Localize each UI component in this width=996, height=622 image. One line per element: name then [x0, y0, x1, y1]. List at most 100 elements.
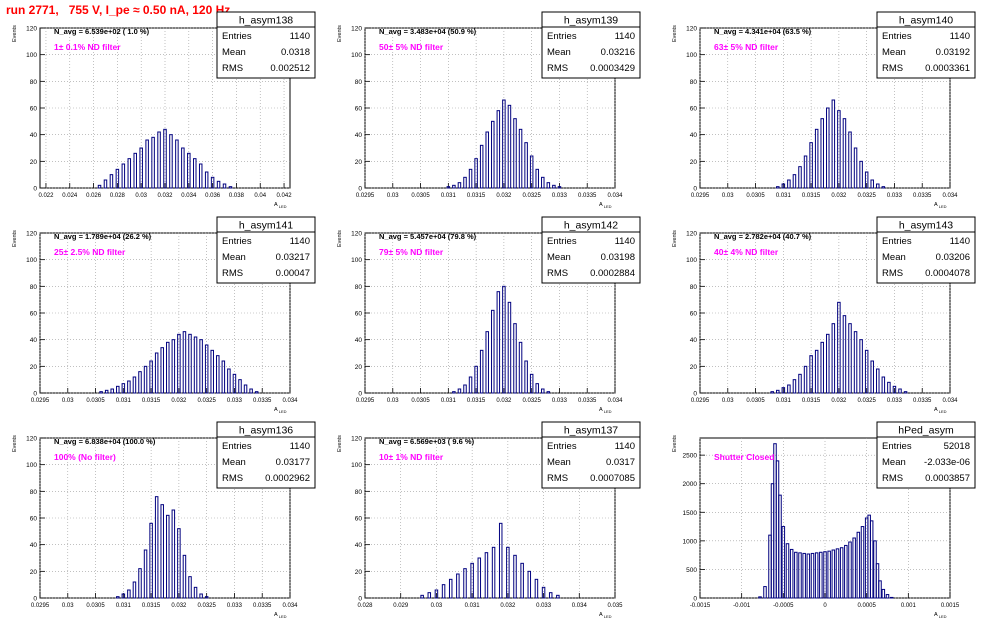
stats-key-mean: Mean — [547, 457, 571, 468]
histogram-bar — [132, 581, 137, 599]
x-tick-label: 0.03 — [722, 398, 734, 404]
filter-annotation: 25± 2.5% ND filter — [54, 247, 126, 257]
histogram-bar — [160, 347, 164, 394]
histogram-bar — [243, 384, 248, 394]
stats-value-entries: 1140 — [290, 441, 310, 452]
x-tick-label: 0.03 — [62, 398, 74, 404]
histogram-bar — [887, 381, 891, 394]
x-tick-label: 0.034 — [572, 603, 588, 609]
histogram-bar — [227, 368, 231, 394]
histogram-bar — [792, 379, 797, 394]
x-tick-label: 0.0295 — [356, 193, 375, 199]
y-axis-label: Events — [12, 230, 18, 247]
histogram-bar — [837, 301, 841, 394]
histogram-bar — [160, 504, 164, 599]
histogram-bar — [831, 323, 836, 394]
stats-key-rms: RMS — [547, 63, 568, 74]
stats-key-rms: RMS — [222, 63, 243, 74]
y-tick-label: 100 — [351, 52, 362, 59]
x-tick-label: 0.034 — [282, 603, 298, 609]
histogram-bar — [546, 182, 551, 189]
y-axis-label: Events — [12, 25, 18, 42]
histogram-bar — [852, 537, 856, 599]
histogram-bar — [121, 593, 126, 599]
y-tick-label: 20 — [355, 159, 363, 166]
x-tick-label: 0.032 — [831, 398, 847, 404]
histogram-bar — [198, 163, 203, 189]
x-axis-label: A LED — [934, 202, 947, 209]
navg-label: N_avg = 5.457e+04 (79.8 %) — [379, 232, 477, 241]
stats-value-rms: 0.00047 — [276, 268, 310, 279]
histogram-bar — [837, 110, 841, 189]
x-tick-label: 0.0295 — [691, 193, 710, 199]
histogram-bar — [898, 388, 902, 394]
histogram-bar — [770, 391, 774, 394]
histogram-name: h_asym136 — [239, 425, 293, 437]
histogram-bar — [210, 176, 215, 189]
x-tick-label: -0.0015 — [690, 603, 711, 609]
x-tick-label: 0.0325 — [197, 603, 216, 609]
stats-box: h_asym141 Entries 1140 Mean 0.03217 RMS 0.0004… — [216, 216, 316, 284]
histogram-bar — [427, 592, 432, 599]
histogram-bar — [876, 368, 880, 394]
histogram-panel-h_asym142: 0.0295 0.03 0.0305 0.031 0.0315 0.032 0.0325 0.… — [337, 216, 641, 414]
x-tick-label: 0.024 — [62, 193, 78, 199]
y-axis-label: Events — [672, 230, 678, 247]
x-tick-label: -0.0005 — [773, 603, 794, 609]
y-tick-label: 80 — [30, 489, 38, 496]
x-tick-label: 0.03 — [135, 193, 147, 199]
histogram-bar — [892, 385, 897, 394]
histogram-bar — [479, 144, 484, 189]
histogram-bar — [175, 139, 179, 189]
histogram-bar — [97, 184, 102, 189]
histogram-bar — [193, 336, 198, 394]
y-tick-label: 120 — [686, 26, 697, 33]
histogram-bar — [552, 184, 556, 189]
x-tick-label: 0.031 — [116, 398, 132, 404]
stats-value-mean: -2.033e-06 — [924, 457, 970, 468]
histogram-bar — [809, 142, 813, 189]
y-axis-label: Events — [337, 230, 343, 247]
histogram-bar — [778, 494, 782, 599]
histogram-bar — [154, 352, 159, 394]
histogram-bar — [138, 371, 142, 394]
histogram-bar — [138, 568, 142, 599]
histogram-bar — [149, 360, 153, 394]
x-tick-label: 0.031 — [776, 193, 792, 199]
y-tick-label: 20 — [355, 569, 363, 576]
x-tick-label: 0.031 — [441, 398, 457, 404]
x-axis-label: A LED — [599, 612, 612, 619]
histogram-bar — [776, 186, 780, 189]
navg-label: N_avg = 3.483e+04 (50.9 %) — [379, 27, 477, 36]
x-tick-label: 0.028 — [110, 193, 126, 199]
histogram-bar — [434, 589, 439, 599]
stats-box: hPed_asym Entries 52018 Mean -2.033e-06 RMS 0.… — [876, 421, 976, 489]
y-tick-label: 120 — [351, 436, 362, 443]
histogram-panel-h_asym143: 0.0295 0.03 0.0305 0.031 0.0315 0.032 0.0325 0.… — [672, 216, 976, 414]
x-tick-label: 0.034 — [282, 398, 298, 404]
stats-box: h_asym139 Entries 1140 Mean 0.03216 RMS 0.0003… — [541, 11, 641, 79]
x-tick-label: 0.0315 — [142, 398, 161, 404]
x-tick-label: 0.0005 — [857, 603, 876, 609]
y-tick-label: 60 — [30, 516, 38, 523]
histogram-bar — [507, 301, 512, 394]
stats-box-frame — [876, 421, 976, 489]
histogram-bar — [520, 562, 524, 599]
filter-annotation: 1± 0.1% ND filter — [54, 42, 121, 52]
stats-value-rms: 0.0002884 — [590, 268, 635, 279]
y-tick-label: 0 — [693, 186, 697, 193]
histogram-bar — [856, 531, 861, 599]
histogram-bar — [169, 134, 173, 189]
navg-label: N_avg = 6.569e+03 ( 9.6 %) — [379, 437, 475, 446]
filter-annotation: 79± 5% ND filter — [379, 247, 444, 257]
stats-key-entries: Entries — [547, 236, 577, 247]
stats-key-mean: Mean — [222, 252, 246, 263]
x-tick-label: 0.03 — [387, 398, 399, 404]
x-tick-label: 0.031 — [776, 398, 792, 404]
histogram-bar — [860, 526, 865, 599]
histogram-bar — [149, 522, 153, 599]
x-tick-label: 0.0295 — [31, 603, 50, 609]
histogram-bar — [518, 341, 523, 394]
histogram-bar — [529, 373, 534, 394]
x-tick-label: 0.0335 — [578, 193, 597, 199]
